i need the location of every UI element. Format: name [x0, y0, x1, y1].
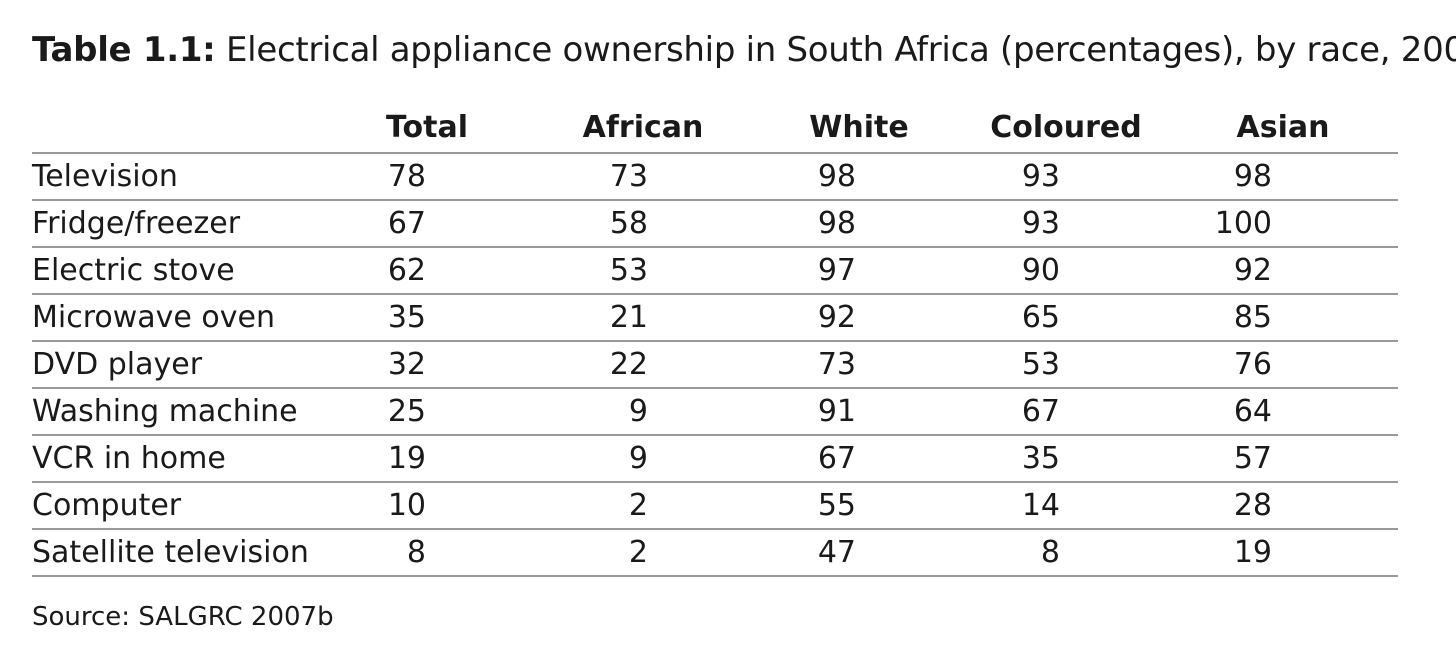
row-label: Computer — [32, 482, 322, 530]
cell-african: 2 — [532, 482, 754, 530]
table-caption: Electrical appliance ownership in South … — [215, 30, 1456, 70]
table-row: DVD player 32 22 73 53 76 — [32, 341, 1398, 389]
row-label: Television — [32, 153, 322, 201]
cell-coloured: 53 — [964, 341, 1168, 389]
cell-african: 73 — [532, 153, 754, 201]
cell-white: 97 — [754, 247, 964, 295]
cell-asian: 19 — [1168, 529, 1398, 577]
cell-total: 35 — [322, 294, 532, 342]
cell-coloured: 93 — [964, 200, 1168, 248]
column-header-total: Total — [322, 104, 532, 154]
cell-african: 9 — [532, 388, 754, 436]
column-header-coloured: Coloured — [964, 104, 1168, 154]
cell-total: 19 — [322, 435, 532, 483]
table-row: Television 78 73 98 93 98 — [32, 153, 1398, 201]
table-row: Computer 10 2 55 14 28 — [32, 482, 1398, 530]
cell-asian: 64 — [1168, 388, 1398, 436]
row-label: DVD player — [32, 341, 322, 389]
source-note: Source: SALGRC 2007b — [32, 602, 334, 632]
column-header-white: White — [754, 104, 964, 154]
cell-white: 91 — [754, 388, 964, 436]
cell-total: 25 — [322, 388, 532, 436]
cell-asian: 28 — [1168, 482, 1398, 530]
table-row: Washing machine 25 9 91 67 64 — [32, 388, 1398, 436]
cell-total: 32 — [322, 341, 532, 389]
cell-white: 98 — [754, 200, 964, 248]
table-row: VCR in home 19 9 67 35 57 — [32, 435, 1398, 483]
column-header-african: African — [532, 104, 754, 154]
cell-coloured: 35 — [964, 435, 1168, 483]
cell-african: 22 — [532, 341, 754, 389]
row-label: Washing machine — [32, 388, 322, 436]
cell-total: 8 — [322, 529, 532, 577]
cell-asian: 57 — [1168, 435, 1398, 483]
column-header-asian: Asian — [1168, 104, 1398, 154]
cell-white: 67 — [754, 435, 964, 483]
cell-african: 21 — [532, 294, 754, 342]
table-row: Satellite television 8 2 47 8 19 — [32, 529, 1398, 577]
cell-total: 62 — [322, 247, 532, 295]
cell-white: 98 — [754, 153, 964, 201]
cell-total: 78 — [322, 153, 532, 201]
cell-african: 53 — [532, 247, 754, 295]
appliance-ownership-table: Total African White Coloured Asian Telev… — [32, 104, 1398, 577]
cell-total: 10 — [322, 482, 532, 530]
cell-white: 55 — [754, 482, 964, 530]
cell-african: 2 — [532, 529, 754, 577]
row-label: Electric stove — [32, 247, 322, 295]
row-label: VCR in home — [32, 435, 322, 483]
table-row: Electric stove 62 53 97 90 92 — [32, 247, 1398, 295]
cell-coloured: 90 — [964, 247, 1168, 295]
table-row: Fridge/freezer 67 58 98 93 100 — [32, 200, 1398, 248]
column-header-blank — [32, 104, 322, 154]
cell-total: 67 — [322, 200, 532, 248]
row-label: Satellite television — [32, 529, 322, 577]
cell-white: 47 — [754, 529, 964, 577]
cell-african: 9 — [532, 435, 754, 483]
table-row: Microwave oven 35 21 92 65 85 — [32, 294, 1398, 342]
cell-african: 58 — [532, 200, 754, 248]
cell-coloured: 67 — [964, 388, 1168, 436]
row-label: Fridge/freezer — [32, 200, 322, 248]
cell-white: 73 — [754, 341, 964, 389]
row-label: Microwave oven — [32, 294, 322, 342]
cell-asian: 98 — [1168, 153, 1398, 201]
cell-asian: 92 — [1168, 247, 1398, 295]
cell-coloured: 65 — [964, 294, 1168, 342]
table-number: Table 1.1: — [32, 30, 216, 70]
cell-coloured: 93 — [964, 153, 1168, 201]
cell-asian: 85 — [1168, 294, 1398, 342]
cell-asian: 76 — [1168, 341, 1398, 389]
header-row: Total African White Coloured Asian — [32, 104, 1398, 154]
cell-asian: 100 — [1168, 200, 1398, 248]
cell-coloured: 8 — [964, 529, 1168, 577]
table-title: Table 1.1: Electrical appliance ownershi… — [32, 28, 1456, 72]
cell-coloured: 14 — [964, 482, 1168, 530]
cell-white: 92 — [754, 294, 964, 342]
